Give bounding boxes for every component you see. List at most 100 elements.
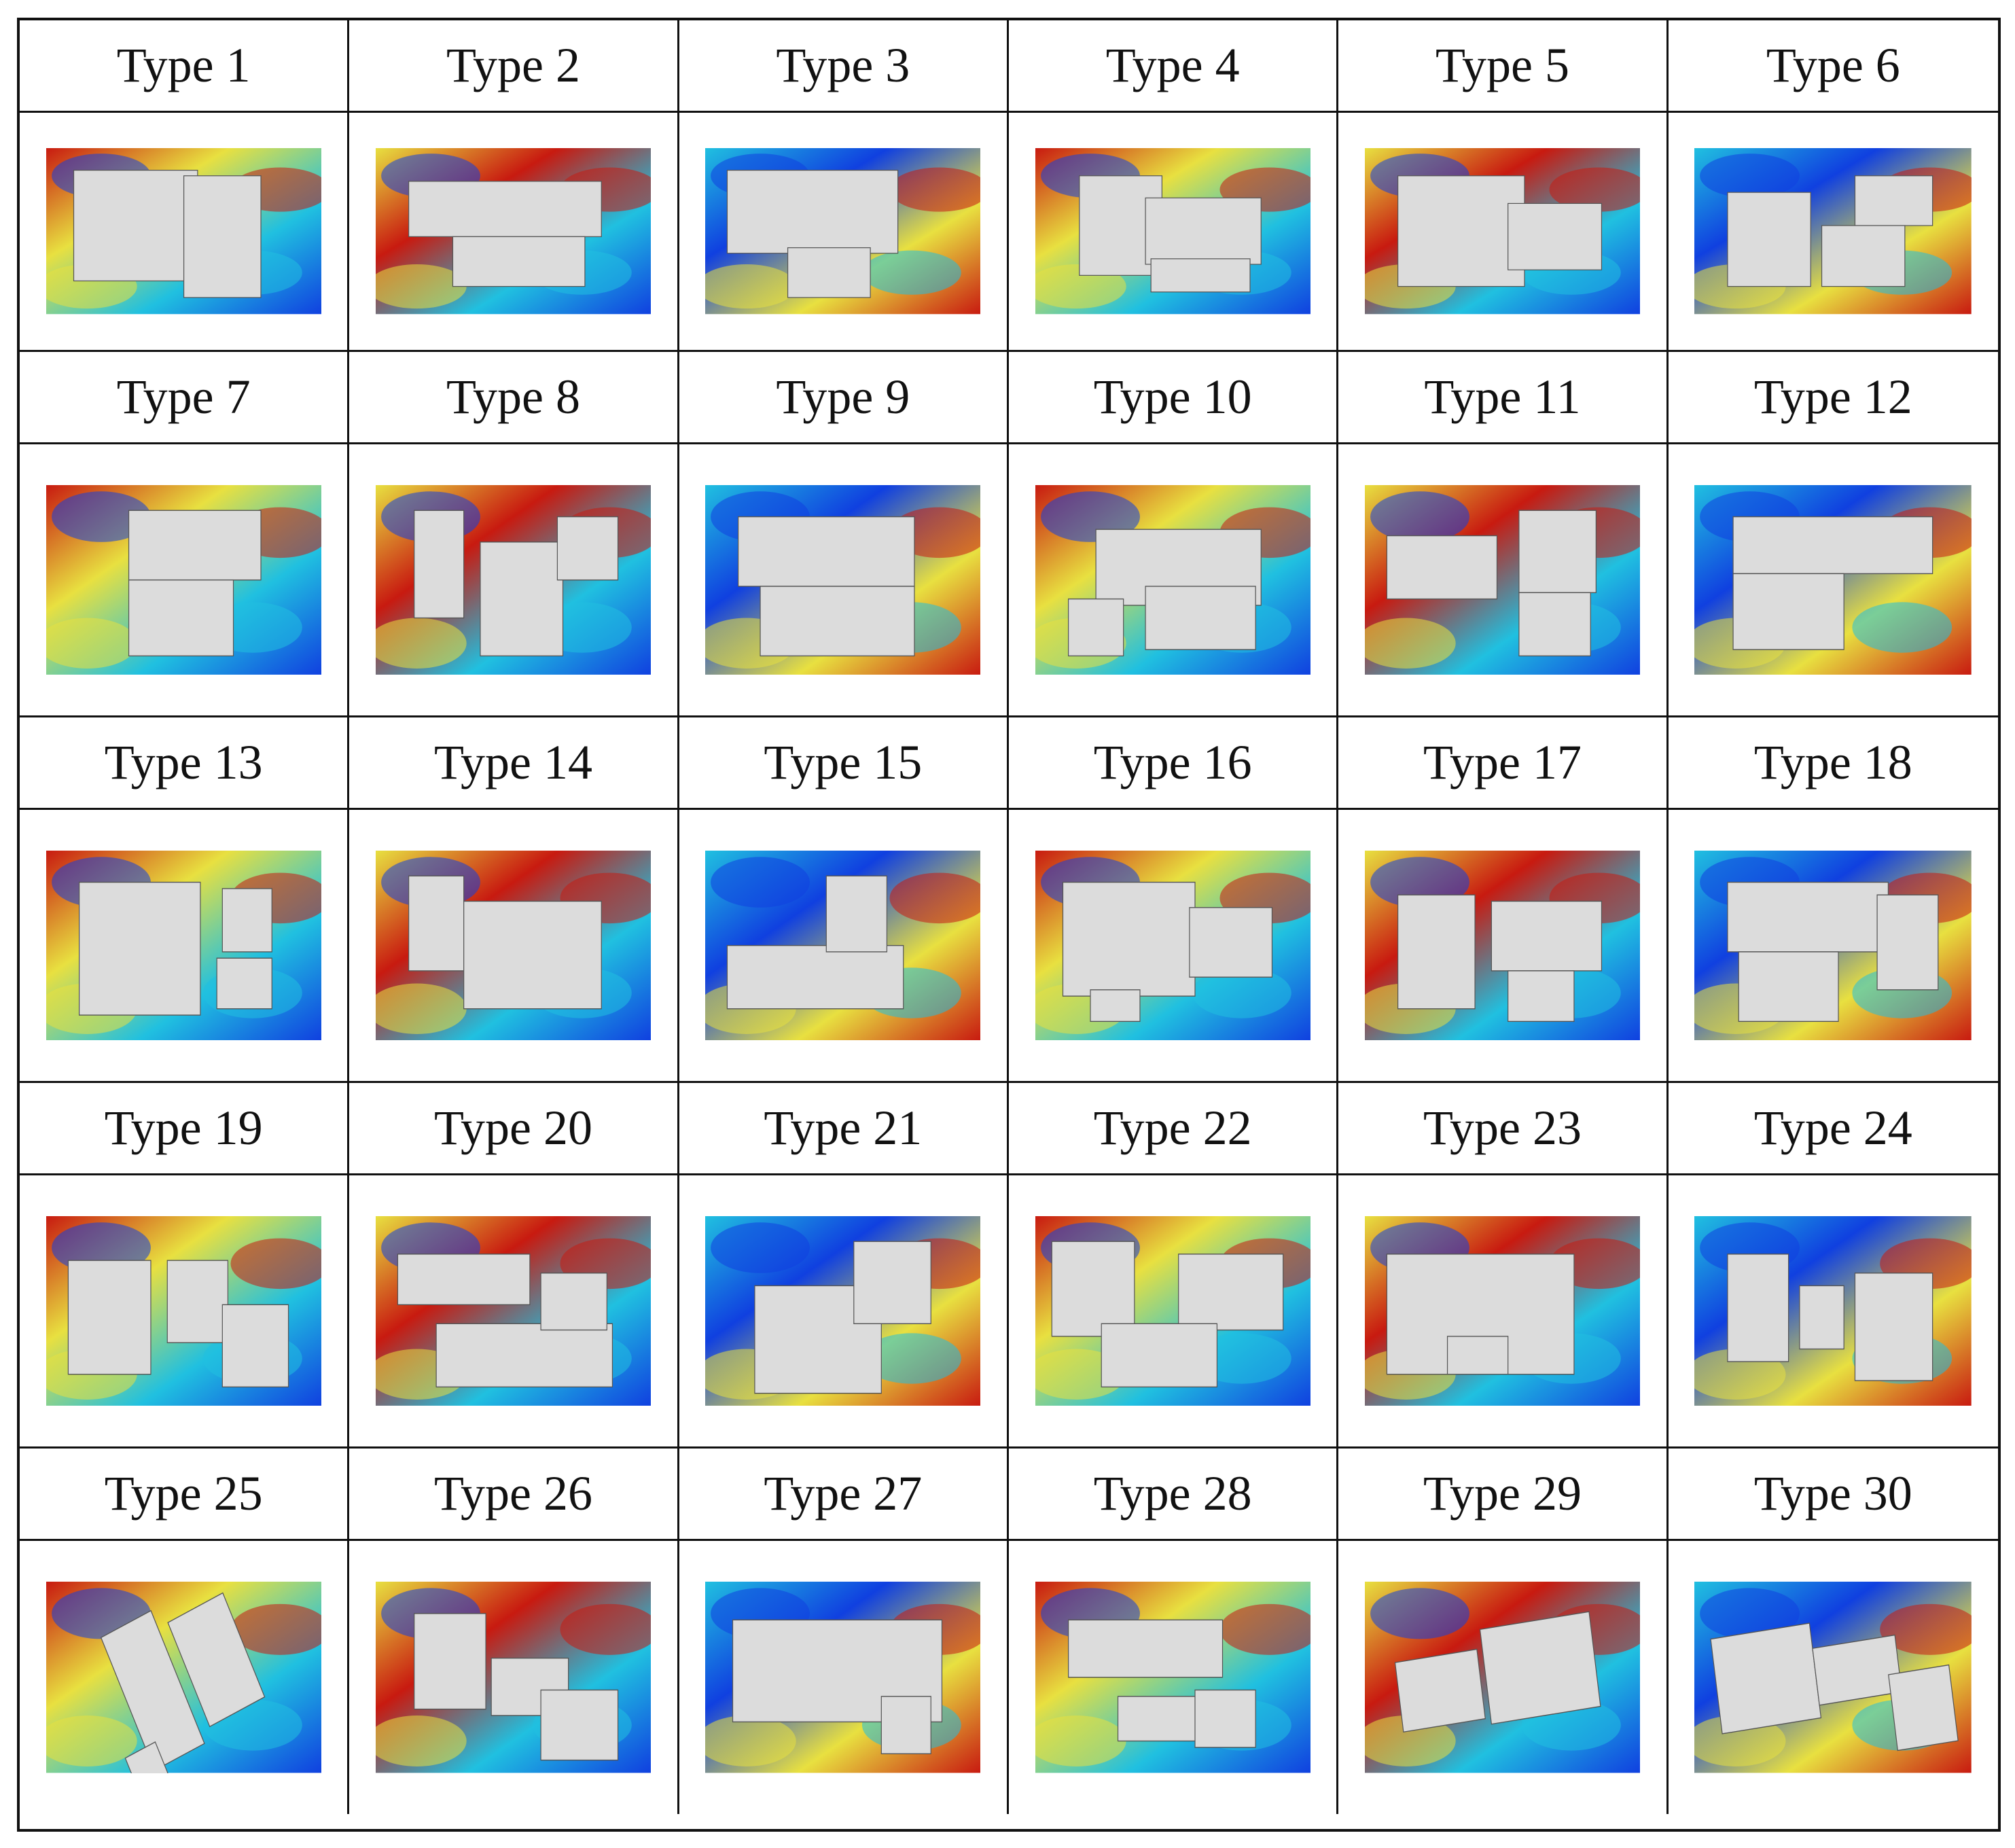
velocity-field-svg <box>1364 1215 1641 1406</box>
building-footprint <box>1145 586 1256 650</box>
wake-region <box>1364 1716 1456 1767</box>
flow-field-cell <box>1338 444 1669 717</box>
building-footprint <box>787 247 871 298</box>
wind-velocity-contour-image <box>1694 1582 1972 1773</box>
building-footprint <box>1067 598 1124 656</box>
type-label: Type 22 <box>1009 1083 1339 1175</box>
flow-field-cell <box>1668 810 1998 1083</box>
wake-region <box>1219 1604 1310 1656</box>
building-footprint <box>540 1272 607 1331</box>
velocity-field-svg <box>375 1215 652 1406</box>
flow-field-cell <box>679 1175 1009 1449</box>
type-label: Type 11 <box>1338 352 1669 444</box>
building-footprint <box>1491 900 1602 972</box>
building-footprint <box>1732 516 1933 574</box>
building-footprint <box>452 236 586 287</box>
type-label: Type 15 <box>679 717 1009 810</box>
building-footprint <box>1386 535 1497 600</box>
wind-velocity-contour-image <box>1694 484 1972 675</box>
type-label: Type 13 <box>20 717 350 810</box>
flow-field-cell <box>1338 1175 1669 1449</box>
building-footprint <box>1101 1323 1217 1387</box>
building-footprint <box>1397 175 1525 287</box>
flow-field-cell <box>1668 1175 1998 1449</box>
type-label: Type 18 <box>1668 717 1998 810</box>
wind-velocity-contour-image <box>375 1215 652 1406</box>
building-footprint <box>1194 1690 1256 1748</box>
type-label: Type 28 <box>1009 1449 1339 1541</box>
building-footprint <box>1888 1665 1959 1752</box>
building-footprint <box>414 510 465 619</box>
wake-region <box>705 1716 796 1767</box>
building-footprint <box>1799 1285 1845 1350</box>
velocity-field-svg <box>1694 1215 1972 1406</box>
velocity-field-svg <box>1364 850 1641 1041</box>
flow-field-cell <box>679 113 1009 352</box>
wake-region <box>1035 1716 1126 1767</box>
flow-field-cell <box>1338 113 1669 352</box>
building-footprint <box>1090 989 1141 1022</box>
wind-velocity-contour-image <box>705 850 981 1041</box>
velocity-field-svg <box>46 1215 321 1406</box>
wake-region <box>889 167 981 212</box>
wake-region <box>711 857 810 908</box>
wake-region <box>1192 967 1291 1018</box>
wake-region <box>46 1716 137 1767</box>
building-footprint <box>166 1592 265 1728</box>
type-label: Type 10 <box>1009 352 1339 444</box>
type-label: Type 9 <box>679 352 1009 444</box>
flow-field-cell <box>1338 810 1669 1083</box>
type-label: Type 24 <box>1668 1083 1998 1175</box>
type-label: Type 17 <box>1338 717 1669 810</box>
flow-field-cell <box>20 810 350 1083</box>
building-footprint <box>1446 1336 1509 1375</box>
building-footprint <box>1507 203 1602 271</box>
building-footprint <box>1188 906 1272 978</box>
velocity-field-svg <box>46 484 321 675</box>
velocity-field-svg <box>1035 850 1310 1041</box>
wind-velocity-contour-image <box>705 148 981 315</box>
wake-region <box>1700 154 1800 198</box>
wind-velocity-contour-image <box>1364 850 1641 1041</box>
type-label: Type 3 <box>679 20 1009 113</box>
building-footprint <box>1394 1648 1486 1733</box>
type-label: Type 2 <box>349 20 679 113</box>
building-footprint <box>67 1260 151 1375</box>
wake-region <box>1700 1588 1800 1639</box>
flow-field-cell <box>1338 1541 1669 1814</box>
building-footprint <box>1518 592 1591 656</box>
wind-velocity-contour-image <box>1364 148 1641 315</box>
type-label: Type 5 <box>1338 20 1669 113</box>
velocity-field-svg <box>1364 1582 1641 1773</box>
velocity-field-svg <box>1694 1582 1972 1773</box>
velocity-field-svg <box>705 850 981 1041</box>
building-footprint <box>414 1613 486 1710</box>
wind-velocity-contour-image <box>705 1582 981 1773</box>
flow-field-cell <box>349 810 679 1083</box>
building-footprint <box>408 875 465 972</box>
velocity-field-svg <box>1035 1582 1310 1773</box>
velocity-field-svg <box>375 1582 652 1773</box>
building-footprint <box>221 1304 289 1387</box>
velocity-field-svg <box>375 850 652 1041</box>
wake-region <box>230 1604 321 1656</box>
building-footprint <box>556 516 619 581</box>
wake-region <box>375 618 467 669</box>
velocity-field-svg <box>375 484 652 675</box>
wake-region <box>705 264 796 309</box>
flow-field-cell <box>1669 1541 1998 1814</box>
wind-velocity-contour-image <box>1035 484 1310 675</box>
building-footprint <box>463 900 602 1010</box>
wind-velocity-contour-image <box>1364 1582 1641 1773</box>
wake-region <box>375 1716 467 1767</box>
building-footprint <box>73 170 198 282</box>
building-footprint <box>480 541 564 656</box>
flow-field-cell <box>1009 1541 1339 1814</box>
velocity-field-svg <box>46 850 321 1041</box>
flow-field-cell <box>349 113 679 352</box>
velocity-field-svg <box>46 148 321 315</box>
wake-region <box>862 251 962 296</box>
wake-region <box>230 1238 321 1289</box>
building-footprint <box>1855 175 1933 226</box>
building-footprint <box>853 1241 932 1324</box>
